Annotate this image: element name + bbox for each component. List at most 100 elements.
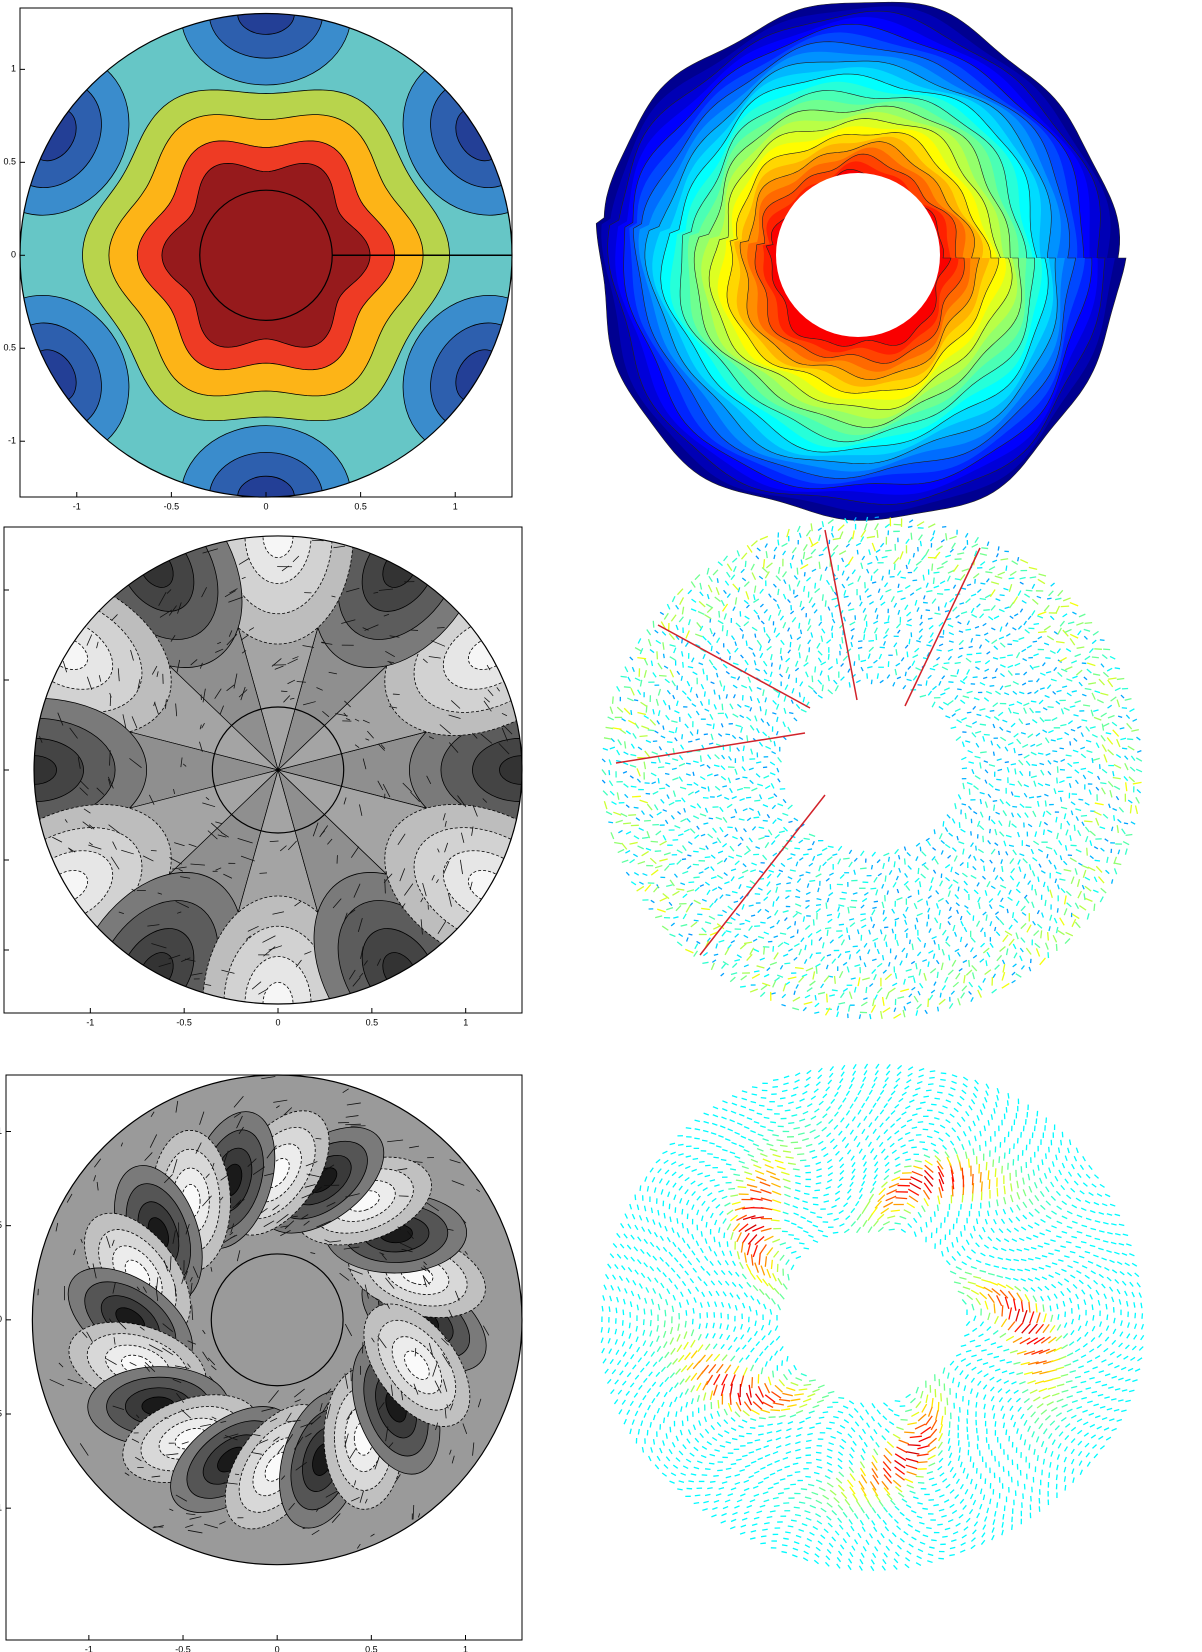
vector bbox=[861, 555, 866, 561]
vector bbox=[638, 827, 644, 832]
arrow bbox=[220, 1196, 224, 1201]
vector bbox=[789, 869, 796, 872]
vector bbox=[827, 1212, 833, 1216]
vector bbox=[859, 595, 862, 601]
vector bbox=[702, 1187, 708, 1192]
vector bbox=[798, 622, 801, 629]
vector bbox=[876, 614, 879, 620]
vector bbox=[947, 890, 951, 897]
vector bbox=[720, 599, 725, 607]
vector bbox=[699, 847, 706, 851]
vector bbox=[663, 612, 669, 620]
vector bbox=[766, 889, 772, 896]
vector bbox=[771, 1391, 782, 1399]
vector bbox=[925, 837, 930, 842]
vector bbox=[740, 654, 744, 659]
vector bbox=[678, 933, 684, 938]
vector bbox=[1024, 1268, 1031, 1272]
vector bbox=[997, 890, 1002, 896]
vector bbox=[1056, 832, 1059, 840]
arrow bbox=[154, 702, 160, 715]
vector bbox=[1071, 690, 1077, 693]
vector bbox=[864, 588, 869, 593]
vector bbox=[1058, 1355, 1067, 1360]
vector bbox=[952, 584, 957, 589]
vector bbox=[915, 856, 919, 862]
vector bbox=[1076, 879, 1081, 887]
vector bbox=[944, 602, 948, 608]
vector bbox=[812, 1224, 819, 1228]
vector bbox=[990, 581, 1000, 585]
arrow bbox=[221, 969, 235, 974]
vector bbox=[1015, 1308, 1021, 1322]
vector bbox=[718, 694, 721, 700]
vector bbox=[897, 609, 901, 615]
vector bbox=[842, 961, 848, 966]
vector bbox=[886, 1441, 895, 1448]
vector bbox=[677, 810, 682, 815]
vector bbox=[874, 994, 878, 1000]
vector bbox=[860, 1402, 865, 1408]
vector bbox=[1003, 1196, 1007, 1205]
vector bbox=[1023, 754, 1030, 759]
vector bbox=[811, 1491, 819, 1496]
vector bbox=[713, 953, 719, 956]
vector bbox=[838, 1471, 845, 1478]
vector bbox=[691, 1190, 696, 1196]
vector bbox=[888, 1512, 893, 1519]
vector bbox=[685, 948, 694, 954]
vector bbox=[708, 915, 716, 920]
vector bbox=[659, 1381, 664, 1388]
vector bbox=[792, 1168, 800, 1171]
arrow bbox=[80, 780, 89, 790]
vector bbox=[824, 566, 828, 572]
vector bbox=[937, 1195, 941, 1205]
vector bbox=[776, 919, 780, 925]
arrow bbox=[285, 1434, 294, 1446]
vector bbox=[1037, 752, 1044, 755]
vector bbox=[972, 1327, 978, 1332]
vector bbox=[902, 913, 907, 919]
vector bbox=[947, 1372, 950, 1379]
arrow bbox=[226, 684, 235, 692]
vector bbox=[947, 569, 955, 574]
arrow bbox=[112, 1405, 125, 1411]
vector bbox=[872, 998, 876, 1007]
vector bbox=[847, 582, 854, 587]
vector bbox=[1075, 816, 1079, 822]
vector bbox=[773, 554, 776, 560]
vector bbox=[795, 895, 801, 899]
vector bbox=[804, 1123, 811, 1128]
arrow bbox=[190, 659, 198, 666]
arrow bbox=[352, 977, 361, 987]
vector bbox=[1011, 560, 1019, 565]
arrow bbox=[226, 633, 238, 646]
vector bbox=[923, 1175, 934, 1187]
vector bbox=[850, 977, 856, 980]
arrow bbox=[327, 838, 333, 845]
vector bbox=[966, 583, 972, 587]
vector bbox=[906, 1202, 916, 1209]
arrow bbox=[404, 883, 414, 896]
vector bbox=[797, 644, 801, 651]
vector bbox=[1014, 768, 1017, 775]
vector bbox=[787, 726, 792, 733]
vector bbox=[690, 1398, 694, 1405]
arrow bbox=[224, 1435, 238, 1441]
vector bbox=[937, 592, 944, 595]
vector bbox=[759, 652, 764, 659]
vector bbox=[730, 1231, 734, 1240]
arrow bbox=[286, 1419, 301, 1423]
vector bbox=[665, 714, 670, 721]
vector bbox=[815, 1422, 822, 1425]
vector bbox=[755, 1341, 761, 1347]
vector bbox=[908, 1139, 915, 1142]
vector bbox=[763, 973, 770, 978]
vector bbox=[995, 1209, 999, 1216]
vector bbox=[860, 1474, 868, 1484]
contour bbox=[223, 925, 333, 1004]
vector bbox=[867, 561, 873, 565]
vector bbox=[1099, 826, 1106, 830]
vector bbox=[772, 901, 775, 907]
vector bbox=[683, 1331, 688, 1340]
